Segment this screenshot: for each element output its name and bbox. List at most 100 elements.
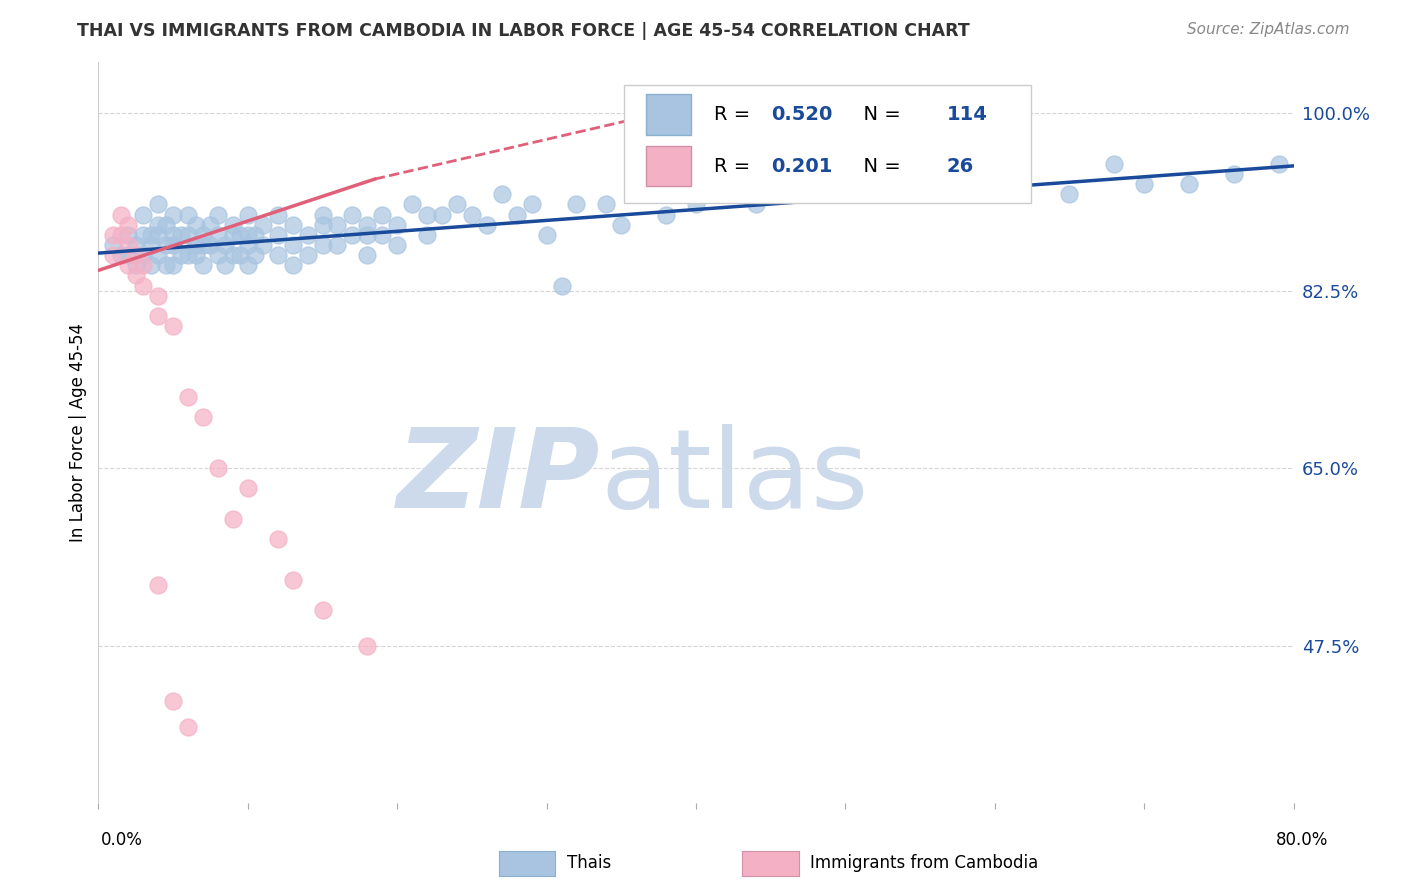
Point <box>475 218 498 232</box>
Point <box>200 218 222 232</box>
Point <box>281 258 304 272</box>
Point <box>446 197 468 211</box>
Text: Thais: Thais <box>567 855 610 872</box>
Point <box>229 248 252 262</box>
Text: Source: ZipAtlas.com: Source: ZipAtlas.com <box>1187 22 1350 37</box>
Point <box>222 512 245 526</box>
Point <box>745 197 768 211</box>
Point <box>207 227 229 242</box>
Bar <box>645 145 692 186</box>
Point <box>1133 177 1156 191</box>
Point <box>385 218 409 232</box>
Point <box>200 238 222 252</box>
Point <box>236 208 259 222</box>
Point <box>267 248 290 262</box>
Text: 26: 26 <box>948 157 974 176</box>
Point <box>110 208 132 222</box>
Text: N =: N = <box>852 157 907 176</box>
Bar <box>645 94 692 135</box>
Point <box>148 309 170 323</box>
Point <box>125 248 148 262</box>
Point <box>267 532 290 546</box>
FancyBboxPatch shape <box>624 85 1031 203</box>
Point <box>714 187 737 202</box>
Point <box>177 248 200 262</box>
Point <box>655 208 678 222</box>
Point <box>132 227 155 242</box>
Point <box>356 639 378 653</box>
Point <box>214 238 236 252</box>
Point <box>356 248 378 262</box>
Point <box>132 208 155 222</box>
Point <box>169 227 191 242</box>
Point <box>1267 157 1289 171</box>
Point <box>207 208 229 222</box>
Point <box>125 258 148 272</box>
Point <box>139 258 162 272</box>
Point <box>356 218 378 232</box>
Point <box>155 258 177 272</box>
Point <box>177 720 200 734</box>
Point <box>229 227 252 242</box>
Point <box>139 238 162 252</box>
Point <box>252 238 274 252</box>
Point <box>191 258 214 272</box>
Point <box>110 248 132 262</box>
Text: 0.201: 0.201 <box>772 157 832 176</box>
Point <box>281 238 304 252</box>
Point <box>267 208 290 222</box>
Point <box>401 197 423 211</box>
Point <box>416 208 439 222</box>
Point <box>191 410 214 425</box>
Point <box>222 248 245 262</box>
Point <box>1059 187 1081 202</box>
Point <box>245 227 267 242</box>
Point <box>595 197 617 211</box>
Point <box>685 197 707 211</box>
Point <box>155 238 177 252</box>
Point <box>222 218 245 232</box>
Point <box>207 248 229 262</box>
Point <box>342 208 364 222</box>
Point <box>162 227 184 242</box>
Point <box>1178 177 1201 191</box>
Point <box>148 227 170 242</box>
Point <box>565 197 588 211</box>
Point <box>110 227 132 242</box>
Point <box>245 248 267 262</box>
Point <box>191 227 214 242</box>
Point <box>177 227 200 242</box>
Point <box>236 238 259 252</box>
Point <box>148 289 170 303</box>
Point <box>326 218 349 232</box>
Point <box>297 227 319 242</box>
Text: R =: R = <box>714 104 756 124</box>
Point <box>222 227 245 242</box>
Point <box>162 319 184 334</box>
Point <box>610 218 633 232</box>
Point <box>148 578 170 592</box>
Text: 80.0%: 80.0% <box>1277 831 1329 849</box>
Point <box>117 227 139 242</box>
Point <box>177 390 200 404</box>
Point <box>236 258 259 272</box>
Point <box>214 258 236 272</box>
Point <box>252 218 274 232</box>
Point <box>311 208 333 222</box>
Point <box>371 208 394 222</box>
Point <box>139 227 162 242</box>
Point <box>267 227 290 242</box>
Text: Immigrants from Cambodia: Immigrants from Cambodia <box>810 855 1038 872</box>
Point <box>117 218 139 232</box>
Point <box>430 208 453 222</box>
Point <box>311 603 333 617</box>
Point <box>184 248 207 262</box>
Text: atlas: atlas <box>600 424 869 531</box>
Point <box>162 694 184 708</box>
Point <box>1104 157 1126 171</box>
Point <box>148 218 170 232</box>
Text: 0.520: 0.520 <box>772 104 832 124</box>
Text: 114: 114 <box>948 104 988 124</box>
Point <box>184 238 207 252</box>
Point <box>326 238 349 252</box>
